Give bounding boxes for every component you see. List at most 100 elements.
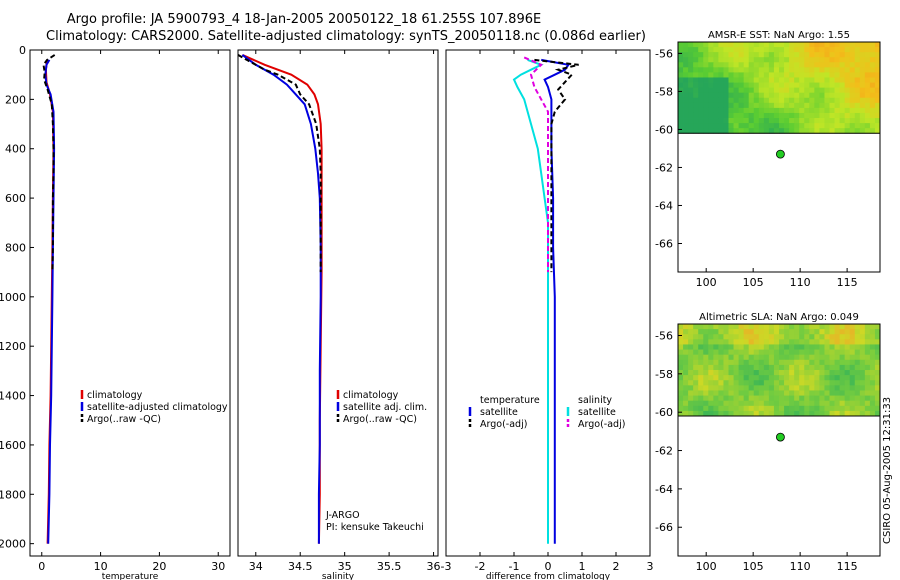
sst-map-cell [768,82,775,89]
sla-map-cell [799,354,805,361]
sla-map-cell [688,349,694,356]
sst-map-cell [698,102,704,109]
sla-map-cell [804,370,810,376]
sla-map-cell [733,354,739,361]
sla-map-cell [713,359,719,366]
sst-map-cell [809,123,815,129]
sst-map-cell [708,72,714,78]
sst-map-cell [758,97,765,104]
sst-map-cell [723,47,729,53]
sst-map-cell [728,67,734,73]
sst-map-cell [698,77,704,83]
sst-map-cell [799,77,805,83]
sst-map-cell [743,42,750,48]
temperature-ytick-label: 1800 [0,488,26,501]
sst-map-cell [864,107,871,114]
sla-map-cell [809,390,815,396]
sla-map-cell [683,390,689,396]
sla-map-cell [713,400,719,407]
sst-map-cell [768,67,775,73]
sla-map-cell [819,380,825,386]
sla-map-cell [698,405,704,412]
sst-map-cell [844,47,851,53]
sst-map-cell [723,72,729,78]
sst-map-cell [839,62,846,68]
sla-map-cell [834,395,840,402]
sst-map-cell [809,82,815,89]
sla-map-cell [728,364,734,371]
sst-map-cell [713,57,719,63]
sst-map-cell [804,77,810,83]
temperature-ytick-label: 600 [5,192,26,205]
sst-map-cell [693,82,699,89]
sst-map-cell [844,102,851,109]
sla-map-cell [799,400,805,407]
difference-legend-label: Argo(-adj) [480,419,527,430]
sla-map-cell [728,390,734,396]
sst-map-cell [859,62,866,68]
sst-map-cell [708,47,714,53]
sla-map-cell [743,400,750,407]
sst-map-cell [713,82,719,89]
sla-map-cell [728,349,734,356]
sst-map-cell [713,47,719,53]
sst-map-cell [748,67,755,73]
sst-map-cell [814,62,820,68]
sst-map-cell [789,72,795,78]
sla-map-cell [839,324,846,330]
sla-map-cell [698,324,704,330]
sst-map-cell [784,128,790,134]
salinity-xtick-label: 35 [338,560,352,573]
sla-map-cell [758,349,765,356]
sla-map-cell [738,349,745,356]
sla-map-cell [809,410,815,417]
sla-map-cell [829,329,835,335]
sla-map-cell [874,359,881,366]
sst-map-cell [738,57,745,63]
sla-map-cell [834,334,840,340]
sla-map-cell [733,370,739,376]
sst-map-cell [743,107,750,114]
sla-map-cell [738,344,745,350]
sla-map-cell [743,344,750,350]
sst-map-cell [814,97,820,104]
sst-map-cell [849,97,856,104]
sst-map-cell [864,67,871,73]
sst-map-ytick-label: -58 [655,85,673,98]
sla-map-cell [743,354,750,361]
sst-map-cell [768,57,775,63]
sla-map-cell [728,370,734,376]
sst-map-cell [854,118,861,124]
sst-map-cell [683,128,689,134]
sla-map-cell [753,375,760,381]
sst-map-cell [844,97,851,104]
sla-map-cell [844,400,851,407]
sla-map-cell [683,380,689,386]
sst-map-cell [809,128,815,134]
sla-map-cell [733,359,739,366]
sla-map-cell [708,370,714,376]
sla-map-cell [839,385,846,391]
sla-map-cell [688,370,694,376]
sla-map-cell [688,329,694,335]
sst-map-cell [854,42,861,48]
sla-map-cell [713,324,719,330]
sla-map-cell [748,359,755,366]
sla-map-cell [723,405,729,412]
sst-map-cell [773,107,780,114]
sst-map-cell [748,107,755,114]
sla-map-cell [834,354,840,361]
sst-map-cell [784,42,790,48]
sst-map-cell [834,123,840,129]
sla-map-cell [824,339,830,345]
sla-map-cell [713,390,719,396]
sla-map-cell [834,380,840,386]
page-title-line1: Argo profile: JA 5900793_4 18-Jan-2005 2… [66,12,542,27]
sla-map-cell [799,395,805,402]
sla-map-cell [688,405,694,412]
sst-map-cell [824,97,830,104]
sst-map-cell [844,77,851,83]
sla-map-cell [678,344,684,350]
sla-map-cell [789,385,795,391]
sst-map-cell [723,107,729,114]
